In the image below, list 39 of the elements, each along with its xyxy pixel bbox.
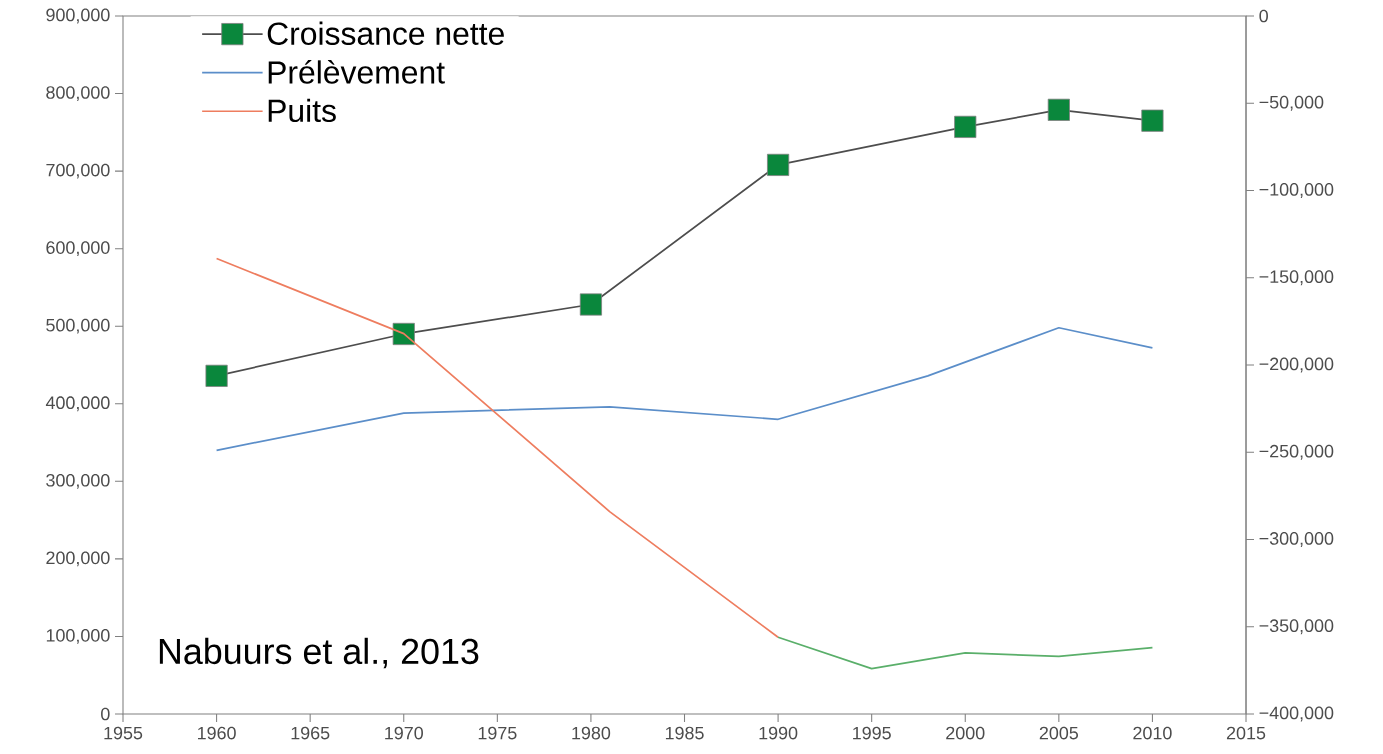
- y-tick-label: 800,000: [46, 86, 110, 101]
- legend-label: Prélèvement: [268, 59, 445, 84]
- line-series: [215, 257, 779, 639]
- y-tick-label: 600,000: [46, 241, 110, 257]
- y-tick-label: 700,000: [46, 163, 110, 179]
- legend-label: Puits: [268, 98, 336, 123]
- x-tick-label: 2015: [1226, 726, 1266, 740]
- y2-tick-label: −200,000: [1259, 357, 1334, 373]
- x-tick-label: 2005: [1039, 726, 1079, 740]
- x-tick-label: 1985: [665, 726, 704, 740]
- x-tick-label: 1980: [572, 726, 611, 740]
- x-tick-label: 1970: [385, 726, 423, 740]
- y-tick-label: 400,000: [45, 396, 110, 412]
- y-tick-label: 300,000: [46, 473, 110, 489]
- y2-tick-label: −250,000: [1259, 444, 1334, 460]
- line-series: [215, 326, 1154, 452]
- x-tick-label: 1995: [853, 726, 891, 740]
- y2-tick-label: −150,000: [1259, 270, 1334, 286]
- legend-label: Croissance nette: [267, 21, 504, 45]
- y2-tick-label: −300,000: [1259, 532, 1334, 547]
- x-tick-label: 2010: [1133, 726, 1172, 740]
- y-tick-label: 100,000: [46, 629, 110, 644]
- y-tick-label: 200,000: [46, 551, 110, 567]
- line-series: [777, 636, 1154, 670]
- y2-tick-label: −50,000: [1259, 95, 1324, 111]
- x-tick-label: 1975: [478, 726, 517, 740]
- y2-tick-label: −100,000: [1259, 183, 1334, 198]
- x-tick-label: 1960: [198, 726, 236, 740]
- y-tick-label: 0: [101, 707, 110, 721]
- y2-tick-label: −350,000: [1259, 619, 1334, 635]
- y-tick-label: 900,000: [46, 8, 110, 24]
- y2-tick-label: 0: [1259, 9, 1268, 23]
- y-tick-label: 500,000: [46, 318, 110, 334]
- x-tick-label: 1965: [291, 726, 330, 740]
- x-tick-label: 2000: [946, 726, 985, 740]
- x-tick-label: 1990: [759, 726, 798, 740]
- annotation: Nabuurs et al., 2013: [159, 637, 479, 669]
- x-tick-label: 1955: [104, 726, 143, 740]
- y2-tick-label: −400,000: [1259, 706, 1334, 722]
